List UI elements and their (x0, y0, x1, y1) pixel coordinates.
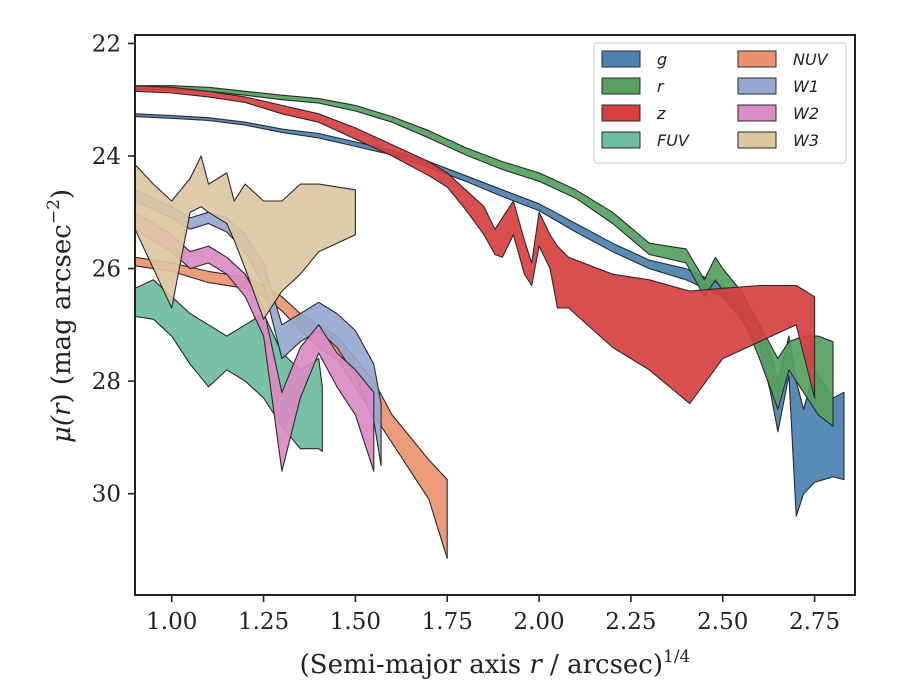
series-band-z (135, 85, 816, 405)
x-tick-label: 2.75 (789, 609, 840, 635)
y-tick-label: 24 (92, 144, 121, 170)
y-tick-label: 22 (92, 31, 121, 57)
legend-label-w1: W1 (793, 77, 819, 96)
legend-label-g: g (657, 50, 667, 69)
y-axis-label: μ(r) (mag arcsec−2) (44, 189, 77, 443)
x-axis-ticks: 1.00 1.25 1.50 1.75 2.00 2.25 2.50 2.75 (146, 595, 840, 635)
legend-box (593, 42, 847, 164)
x-tick-label: 1.00 (146, 609, 197, 635)
x-tick-label: 2.50 (697, 609, 748, 635)
legend-label-fuv: FUV (657, 131, 690, 150)
x-tick-label: 1.25 (238, 609, 289, 635)
x-axis-label: (Semi-major axis r / arcsec)1/4 (300, 647, 691, 680)
series-band-w3 (135, 155, 356, 320)
series-band-r (135, 85, 834, 427)
legend-label-nuv: NUV (793, 50, 829, 69)
plot-frame (134, 34, 856, 596)
legend-label-z: z (656, 104, 666, 123)
y-axis-ticks: 22 24 26 28 30 (92, 31, 135, 508)
y-tick-label: 26 (92, 257, 121, 283)
legend-swatch-r (601, 77, 641, 95)
legend-label-w2: W2 (793, 104, 819, 123)
legend-label-w3: W3 (793, 131, 819, 150)
legend-swatch-g (601, 50, 641, 68)
legend-swatch-z (601, 104, 641, 122)
x-tick-label: 1.50 (330, 609, 381, 635)
y-tick-label: 28 (92, 369, 121, 395)
legend-swatch-w1 (737, 77, 777, 95)
legend-entries: grz FUV NUV W1 W2 W3 (601, 50, 829, 150)
legend-label-r: r (657, 77, 665, 96)
y-tick-label: 30 (92, 482, 121, 508)
legend-swatch-w3 (737, 131, 777, 149)
legend-swatch-fuv (601, 131, 641, 149)
series-layer (135, 85, 845, 559)
legend-swatch-nuv (737, 50, 777, 68)
legend: grz FUV NUV W1 W2 W3 (593, 42, 847, 164)
x-tick-label: 1.75 (422, 609, 473, 635)
x-tick-label: 2.00 (513, 609, 564, 635)
x-tick-label: 2.25 (605, 609, 656, 635)
legend-swatch-w2 (737, 104, 777, 122)
